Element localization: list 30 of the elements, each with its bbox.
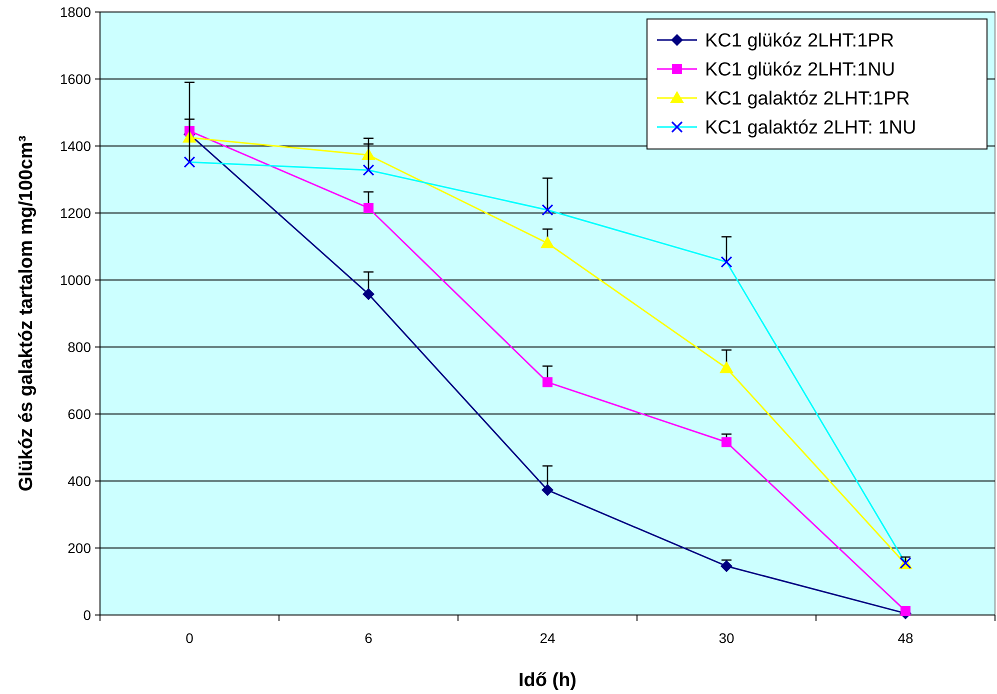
y-tick-label: 1600: [60, 70, 92, 87]
y-tick-label: 800: [68, 338, 92, 355]
x-axis-title: Idő (h): [518, 670, 577, 691]
x-tick-label: 48: [898, 630, 914, 646]
legend-label: KC1 glükóz 2LHT:1PR: [705, 30, 894, 52]
y-tick-label: 1000: [60, 272, 92, 288]
point: [542, 377, 552, 388]
y-tick-label: 1800: [60, 4, 92, 20]
point: [364, 202, 374, 213]
y-tick-label: 0: [83, 606, 92, 623]
x-tick-label: 24: [540, 630, 556, 646]
y-tick-label: 1400: [60, 138, 92, 154]
legend-label: KC1 galaktóz 2LHT:1PR: [705, 88, 910, 110]
point: [720, 361, 734, 374]
y-tick-label: 1200: [60, 204, 92, 221]
point: [900, 606, 910, 616]
x-tick-label: 6: [364, 630, 373, 646]
y-tick-label: 400: [68, 472, 92, 489]
x-tick-label: 0: [186, 630, 194, 646]
point: [540, 236, 554, 248]
point: [722, 437, 732, 448]
point: [720, 560, 732, 572]
point: [542, 484, 554, 496]
point: [362, 288, 374, 300]
x-tick-label: 30: [718, 630, 734, 646]
y-tick-label: 600: [68, 406, 92, 422]
y-axis-title: Glükóz és galaktóz tartalom mg/100cm³: [16, 136, 37, 492]
y-tick-label: 200: [68, 540, 92, 556]
legend-label: KC1 glükóz 2LHT:1NU: [705, 60, 896, 81]
legend-label: KC1 galaktóz 2LHT: 1NU: [705, 118, 916, 139]
